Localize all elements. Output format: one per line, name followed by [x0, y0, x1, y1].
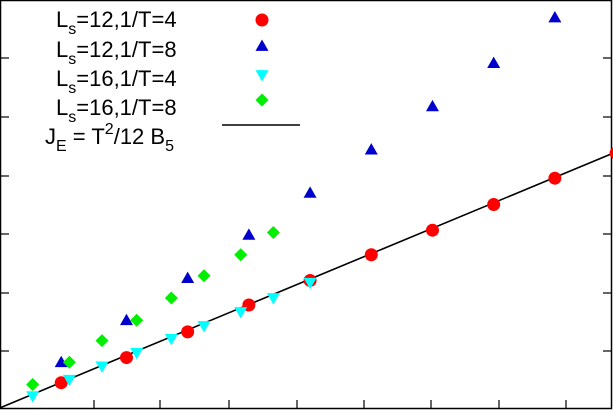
- point-series-4-6: [197, 269, 211, 283]
- point-series-1-1: [54, 376, 68, 390]
- point-series-3-2: [62, 374, 76, 387]
- point-series-4-2: [62, 355, 76, 369]
- point-series-2-2: [119, 313, 133, 326]
- point-series-3-1: [26, 391, 40, 403]
- point-series-3-4: [130, 348, 144, 360]
- legend: Ls=12,1/T=4 Ls=12,1/T=8 Ls=16,1/T=4 Ls=1…: [45, 7, 300, 155]
- legend-label-series-3: Ls=16,1/T=4: [56, 66, 177, 97]
- point-series-1-9: [548, 171, 562, 185]
- point-series-2-9: [548, 11, 562, 23]
- point-series-2-1: [54, 355, 68, 368]
- point-series-3-8: [266, 293, 280, 305]
- point-series-1-7: [425, 223, 439, 237]
- point-series-1-6: [364, 248, 378, 262]
- point-series-4-1: [26, 377, 40, 391]
- point-series-1-2: [119, 351, 133, 365]
- point-series-3-5: [164, 334, 178, 346]
- legend-label-series-2: Ls=12,1/T=8: [56, 37, 177, 68]
- legend-marker-series-1: [255, 13, 269, 27]
- point-series-3-9: [303, 277, 317, 290]
- point-series-2-5: [303, 186, 317, 198]
- point-series-1-3: [181, 325, 195, 339]
- point-series-2-3: [181, 271, 195, 283]
- point-series-2-6: [364, 143, 378, 155]
- point-series-1-8: [487, 198, 501, 211]
- point-series-4-3: [95, 334, 109, 348]
- legend-label-series-1: Ls=12,1/T=4: [56, 7, 177, 38]
- point-series-4-4: [130, 313, 144, 327]
- point-series-4-5: [164, 291, 178, 305]
- point-series-3-3: [95, 361, 109, 373]
- data-points: [26, 11, 613, 403]
- point-series-2-8: [487, 56, 501, 68]
- point-series-4-7: [234, 248, 248, 262]
- point-series-3-6: [197, 321, 211, 333]
- legend-marker-series-3: [255, 70, 269, 82]
- legend-marker-series-4: [255, 93, 269, 107]
- point-series-2-4: [242, 228, 256, 240]
- point-series-3-7: [234, 307, 248, 319]
- legend-marker-series-2: [255, 39, 269, 51]
- axis-ticks: [0, 57, 612, 409]
- legend-label-fit-line: JE = T2/12 B5: [45, 121, 174, 155]
- point-series-2-7: [425, 99, 439, 112]
- legend-label-series-4: Ls=16,1/T=8: [56, 95, 177, 126]
- point-series-4-8: [266, 226, 280, 240]
- point-series-1-10: [609, 147, 613, 159]
